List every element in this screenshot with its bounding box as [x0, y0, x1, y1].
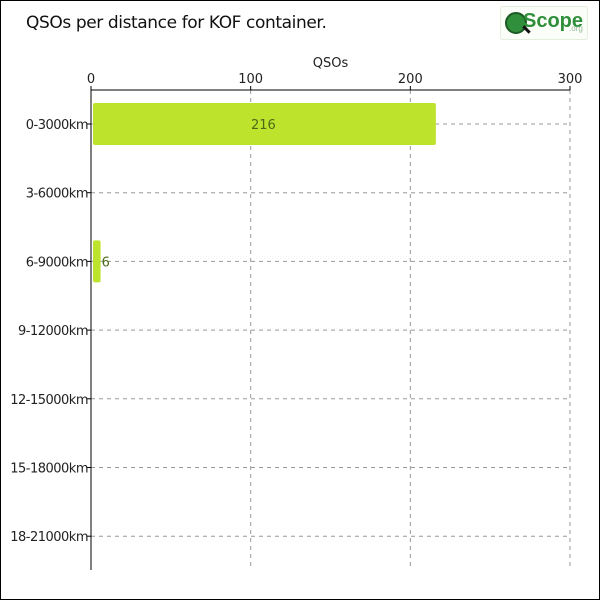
grid-lines	[91, 90, 571, 570]
y-category-label: 15-18000km	[10, 462, 88, 477]
x-axis-label: QSOs	[313, 56, 349, 71]
x-tick-label: 200	[398, 72, 423, 87]
y-category-label: 3-6000km	[26, 187, 88, 202]
logo-text: Scope	[523, 10, 584, 32]
y-category-label: 9-12000km	[18, 324, 88, 339]
x-tick-label: 300	[558, 72, 583, 87]
x-tick-label: 0	[87, 72, 95, 87]
x-tick-label: 100	[238, 72, 263, 87]
chart-title: QSOs per distance for KOF container.	[26, 13, 327, 33]
bar	[93, 103, 436, 145]
y-category-label: 18-21000km	[10, 530, 88, 545]
y-category-label: 6-9000km	[26, 255, 88, 270]
magnifier-globe-icon	[505, 12, 527, 34]
bar-value-label: 6	[102, 255, 110, 270]
y-category-label: 0-3000km	[26, 118, 88, 133]
y-category-label: 12-15000km	[10, 393, 88, 408]
tick-labels: 0 100 200 300 0-3000km 3-6000km 6-9000km 9-1200…	[10, 72, 582, 545]
qscope-logo: Scope .org	[500, 6, 588, 40]
bars: 216 6	[93, 103, 436, 283]
logo-suffix: .org	[569, 24, 583, 33]
bar-value-label: 216	[251, 118, 276, 133]
bar	[93, 240, 101, 283]
